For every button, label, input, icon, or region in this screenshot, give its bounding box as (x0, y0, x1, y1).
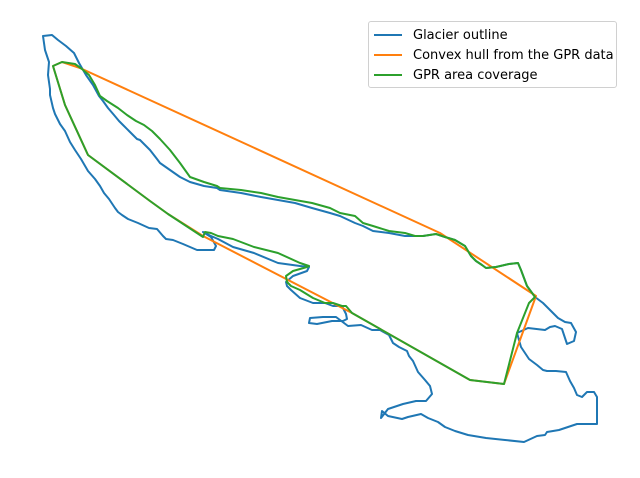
gpr-area-coverage-line (52, 61, 536, 385)
legend-swatch-gpr-area (374, 74, 402, 76)
legend-label-convex-hull: Convex hull from the GPR data (413, 47, 614, 63)
convex-hull-line (52, 61, 537, 385)
legend-item-glacier-outline: Glacier outline (374, 25, 508, 45)
legend: Glacier outline Convex hull from the GPR… (368, 21, 617, 88)
legend-swatch-glacier-outline (374, 34, 402, 36)
legend-label-glacier-outline: Glacier outline (413, 27, 508, 43)
legend-item-convex-hull: Convex hull from the GPR data (374, 45, 614, 65)
glacier-outline-line (42, 34, 598, 443)
legend-swatch-convex-hull (374, 54, 402, 56)
legend-item-gpr-area: GPR area coverage (374, 65, 538, 85)
legend-label-gpr-area: GPR area coverage (413, 67, 538, 83)
